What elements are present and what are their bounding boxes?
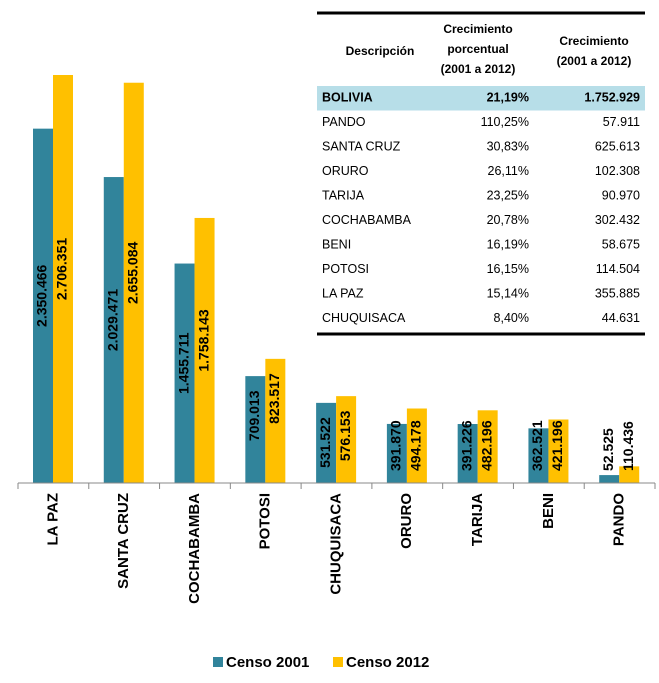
value-label: 362.521 [529,420,545,471]
table-cell: SANTA CRUZ [322,140,401,154]
table-cell: LA PAZ [322,287,364,301]
table-cell: TARIJA [322,189,365,203]
value-label: 421.196 [549,420,565,471]
table-header: Crecimiento [443,22,512,36]
x-tick-label: CHUQUISACA [327,493,344,595]
table-cell: ORURO [322,164,369,178]
value-label: 2.029.471 [104,289,120,351]
table-cell: 90.970 [602,189,640,203]
value-label: 494.178 [408,420,424,471]
table-cell: 302.432 [595,213,640,227]
bar [457,424,478,483]
bar [33,128,53,483]
legend-swatch [213,657,223,667]
table-cell: 20,78% [487,213,529,227]
table-cell: 21,19% [487,91,529,105]
value-label: 576.153 [337,410,353,461]
bar [406,408,427,483]
bar [477,410,498,483]
value-label: 391.226 [458,420,474,471]
x-tick-label: BENI [540,493,557,529]
table-bg [317,12,645,334]
table-cell: 57.911 [603,115,640,129]
bar [619,466,640,483]
legend-swatch [333,657,343,667]
bar [53,75,73,483]
table-cell: BOLIVIA [322,91,373,105]
x-tick-label: COCHABAMBA [186,493,203,604]
table-header: (2001 a 2012) [557,54,632,68]
table-header: Crecimiento [559,34,628,48]
bar [103,177,124,483]
table-cell: 355.885 [595,287,640,301]
table-cell: 102.308 [595,164,640,178]
value-label: 110.436 [620,421,636,471]
x-tick-label: SANTA CRUZ [115,493,132,589]
table-header: (2001 a 2012) [441,62,516,76]
bar [528,428,549,483]
bar [123,82,144,484]
value-label: 823.517 [266,373,282,424]
table-cell: 110,25% [481,115,529,129]
table-cell: 23,25% [487,189,529,203]
value-label: 482.196 [478,420,494,471]
bar [316,402,337,483]
x-tick-label: ORURO [398,493,415,549]
value-label: 1.455.711 [175,332,191,394]
x-tick-label: POTOSI [257,493,274,549]
value-label: 52.525 [600,428,616,471]
legend-label: Censo 2001 [226,654,309,671]
table-cell: 26,11% [488,164,529,178]
value-label: 391.870 [388,420,404,471]
value-label: 2.706.351 [54,238,70,300]
table-cell: 58.675 [602,238,640,252]
table-cell: COCHABAMBA [322,213,412,227]
value-label: 2.350.466 [34,264,50,326]
table-cell: 625.613 [595,140,640,154]
x-tick-label: LA PAZ [44,493,61,546]
table-header: porcentual [447,42,508,56]
legend-label: Censo 2012 [346,654,429,671]
table-cell: 30,83% [487,140,529,154]
table-cell: 1.752.929 [584,91,640,105]
value-label: 2.655.084 [124,242,140,304]
table-cell: 8,40% [494,311,529,325]
bar [174,263,195,483]
table-header: Descripción [346,44,415,58]
table-cell: PANDO [322,115,366,129]
table-cell: 16,15% [487,262,529,276]
value-label: 531.522 [317,417,333,468]
table-cell: POTOSI [322,262,369,276]
table-cell: 15,14% [487,287,529,301]
table-cell: 44.631 [602,311,640,325]
value-label: 709.013 [246,390,262,441]
bar [599,475,620,483]
bar [336,396,357,483]
value-label: 1.758.143 [195,309,211,371]
table-cell: 114.504 [596,262,640,276]
bar [265,358,286,483]
bar [194,217,215,483]
highlight-row [317,86,645,111]
bar [245,376,266,483]
x-tick-label: TARIJA [469,493,486,546]
bar [548,419,569,483]
x-tick-label: PANDO [611,493,628,546]
table-cell: 16,19% [487,238,529,252]
table-cell: CHUQUISACA [322,311,406,325]
table-cell: BENI [322,238,351,252]
bar [386,423,407,483]
